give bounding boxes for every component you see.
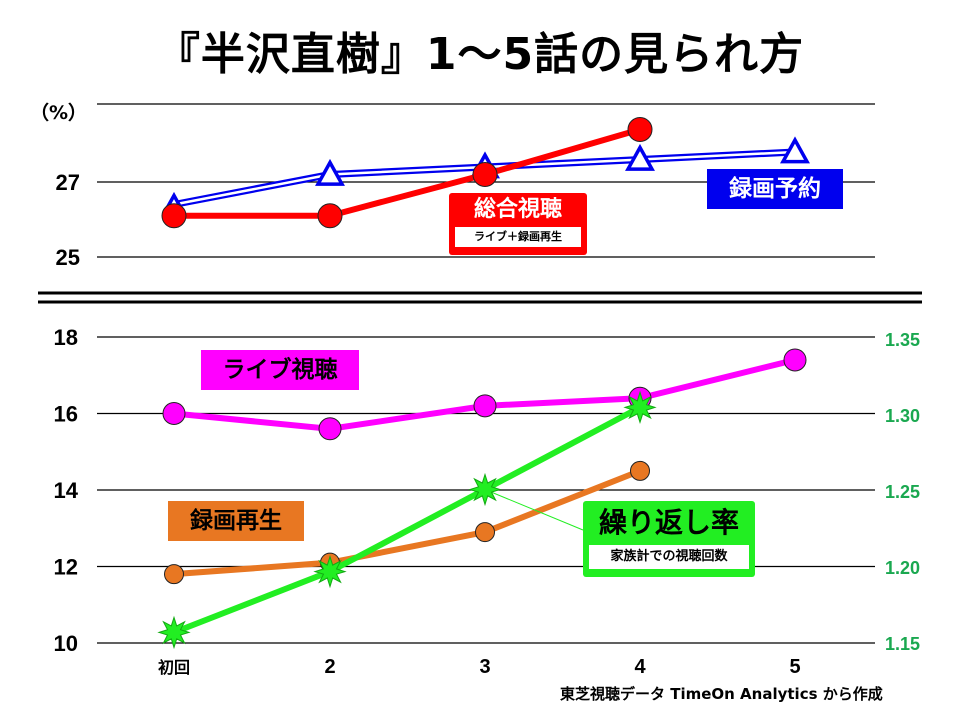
total-viewing-marker [161, 203, 187, 229]
x-tick-label: 5 [789, 656, 800, 678]
right-y-tick-label: 1.30 [885, 406, 920, 426]
live-viewing-marker [473, 394, 497, 418]
legend-live-viewing: ライブ視聴 [201, 350, 359, 390]
recorded-playback-marker [630, 460, 650, 481]
total-viewing-marker [627, 117, 653, 142]
reservation-marker [315, 158, 345, 186]
total-viewing-marker [317, 203, 343, 229]
right-y-tick-label: 1.25 [885, 482, 920, 502]
left-y-tick-label: 10 [54, 631, 78, 656]
repeat-rate-marker [623, 390, 657, 425]
repeat-rate-line [172, 404, 642, 636]
legend-total-viewing-label: 総合視聴 [473, 197, 562, 222]
legend-reservation-label: 録画予約 [729, 176, 821, 202]
left-y-tick-label: 14 [54, 478, 79, 503]
legend-recorded-playback-label: 録画再生 [190, 508, 282, 534]
right-y-tick-label: 1.20 [885, 558, 920, 578]
total-viewing-line [174, 126, 641, 219]
chart-title: 『半沢直樹』1〜5話の見られ方 [155, 29, 805, 80]
recorded-playback-line [173, 468, 642, 578]
total-viewing-marker [472, 162, 498, 187]
repeat-rate-marker [157, 615, 191, 650]
reservation-marker [780, 136, 810, 164]
left-y-tick-label: 12 [54, 555, 78, 580]
x-tick-label: 3 [479, 656, 490, 678]
legend-repeat-rate: 繰り返し率 家族計での視聴回数 [583, 501, 755, 577]
repeat-rate-callout-line [484, 489, 584, 531]
top-y-axis-label: （%） [30, 102, 88, 124]
left-y-tick-label: 16 [54, 402, 78, 427]
source-note: 東芝視聴データ TimeOn Analytics から作成 [560, 685, 883, 703]
legend-recorded-playback: 録画再生 [168, 501, 304, 541]
x-tick-label: 4 [634, 656, 646, 678]
legend-total-viewing-sublabel: ライブ＋録画再生 [455, 227, 581, 247]
live-viewing-marker [783, 348, 807, 372]
right-y-tick-label: 1.15 [885, 634, 920, 654]
x-tick-label: 初回 [158, 658, 190, 677]
recorded-playback-marker [475, 522, 495, 543]
repeat-rate-marker [313, 554, 347, 589]
right-y-tick-label: 1.35 [885, 330, 920, 350]
recorded-playback-marker [164, 564, 184, 585]
legend-reservation: 録画予約 [707, 169, 843, 209]
live-viewing-marker [162, 402, 186, 425]
legend-repeat-rate-label: 繰り返し率 [598, 506, 739, 539]
legend-repeat-rate-sublabel: 家族計での視聴回数 [589, 545, 749, 569]
top-y-tick-label: 25 [56, 245, 80, 270]
repeat-rate-marker [468, 472, 502, 507]
left-y-tick-label: 18 [54, 325, 78, 350]
legend-total-viewing: 総合視聴 ライブ＋録画再生 [449, 193, 587, 255]
reservation-marker [625, 143, 655, 171]
top-y-tick-label: 27 [56, 170, 80, 195]
x-tick-label: 2 [324, 656, 335, 678]
legend-live-viewing-label: ライブ視聴 [222, 357, 338, 383]
live-viewing-marker [318, 417, 342, 441]
